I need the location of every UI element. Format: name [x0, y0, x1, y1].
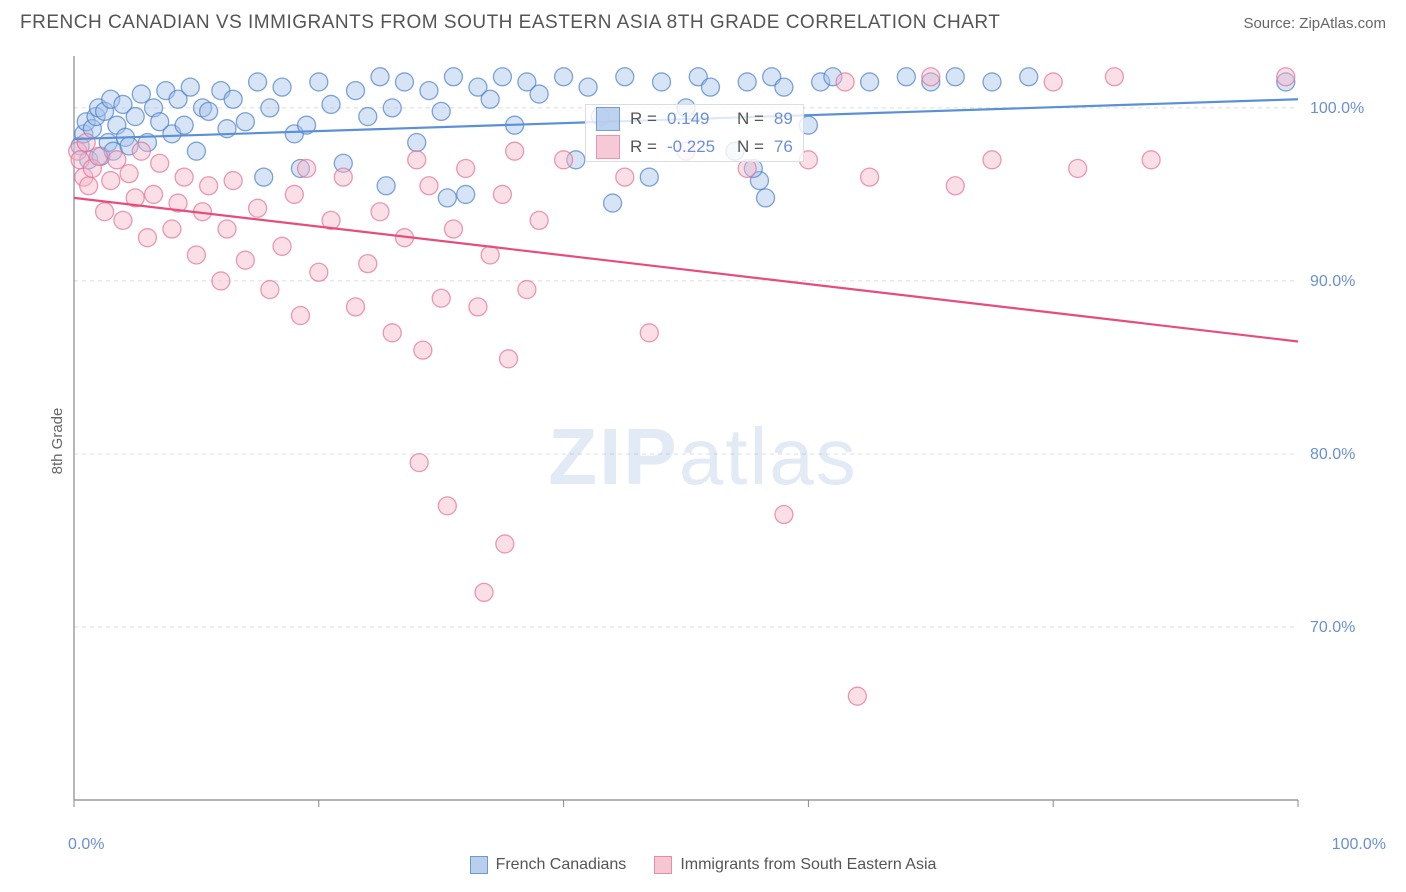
svg-text:70.0%: 70.0% [1310, 619, 1355, 636]
svg-text:100.0%: 100.0% [1310, 100, 1364, 117]
legend-label: Immigrants from South Eastern Asia [680, 856, 936, 874]
x-min-label: 0.0% [68, 836, 104, 854]
legend-row: R =0.149N =89 [586, 105, 803, 133]
source-label: Source: ZipAtlas.com [1243, 15, 1386, 32]
svg-text:90.0%: 90.0% [1310, 273, 1355, 290]
legend-swatch [596, 135, 620, 159]
x-max-label: 100.0% [1332, 836, 1386, 854]
scatter-chart: 70.0% 80.0% 90.0% 100.0% [68, 50, 1368, 820]
series-legend: French Canadians Immigrants from South Ea… [0, 856, 1406, 874]
x-axis-end-labels: 0.0% 100.0% [68, 836, 1386, 854]
legend-label: French Canadians [496, 856, 627, 874]
legend-swatch [470, 856, 488, 874]
legend-swatch [654, 856, 672, 874]
footer-legend-item: Immigrants from South Eastern Asia [654, 856, 936, 874]
footer-legend-item: French Canadians [470, 856, 627, 874]
chart-container: 8th Grade 70.0%80.0%90.0%100.0% ZIPatlas… [20, 50, 1386, 832]
svg-text:80.0%: 80.0% [1310, 446, 1355, 463]
y-axis-label: 8th Grade [49, 408, 66, 475]
legend-swatch [596, 107, 620, 131]
legend-row: R =-0.225N =76 [586, 133, 803, 161]
correlation-legend: R =0.149N =89R =-0.225N =76 [585, 104, 804, 162]
chart-title: FRENCH CANADIAN VS IMMIGRANTS FROM SOUTH… [20, 12, 1000, 34]
